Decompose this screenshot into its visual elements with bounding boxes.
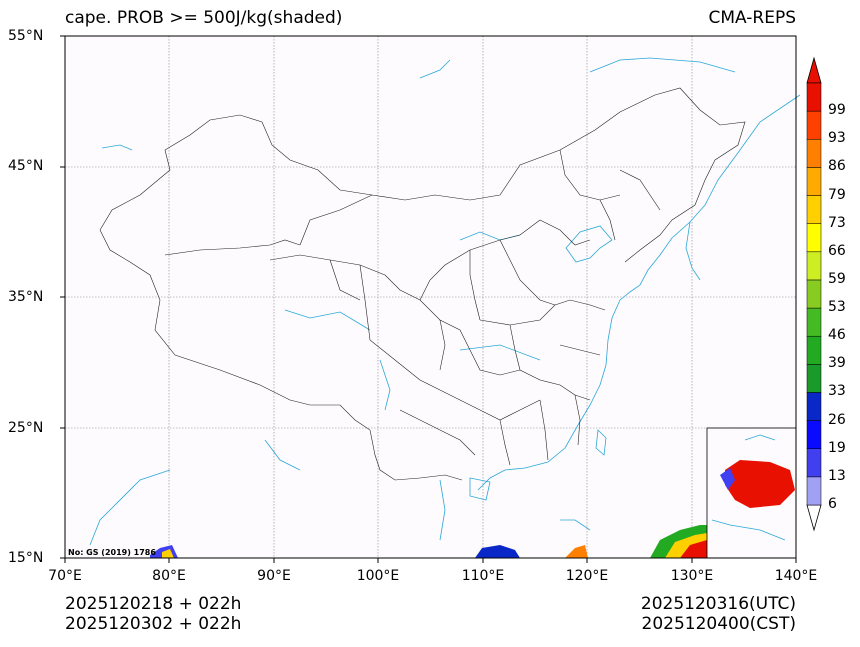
lon-label-130: 130°E <box>670 568 714 584</box>
colorbar-label: 73 <box>828 214 846 231</box>
colorbar-segment <box>806 392 822 421</box>
colorbar-label: 59 <box>828 270 846 287</box>
province-borders <box>99 87 746 481</box>
colorbar <box>806 56 822 532</box>
colorbar-segment <box>806 420 822 449</box>
colorbar-segment <box>806 139 822 168</box>
lat-label-45: 45°N <box>8 158 44 174</box>
colorbar-label: 6 <box>828 496 837 512</box>
lon-label-110: 110°E <box>461 568 505 584</box>
axis-ticks <box>60 35 797 563</box>
graticule <box>65 36 796 558</box>
colorbar-label: 99 <box>828 102 846 119</box>
init-line-cst: 2025120302 + 022h <box>65 614 242 634</box>
colorbar-label: 19 <box>828 439 846 456</box>
lon-label-120: 120°E <box>565 568 609 584</box>
colorbar-label: 93 <box>828 130 846 147</box>
colorbar-segment <box>806 335 822 365</box>
colorbar-top-arrow <box>806 56 822 84</box>
colorbar-label: 86 <box>828 158 846 175</box>
colorbar-segment <box>806 279 822 309</box>
lon-label-80: 80°E <box>152 568 186 584</box>
colorbar-segment <box>806 195 822 224</box>
lon-label-100: 100°E <box>356 568 400 584</box>
colorbar-segment <box>806 476 822 506</box>
lat-label-55: 55°N <box>8 28 44 44</box>
colorbar-label: 39 <box>828 355 846 372</box>
colorbar-segment <box>806 448 822 478</box>
coastlines <box>89 57 801 546</box>
lon-label-90: 90°E <box>257 568 291 584</box>
colorbar-segment <box>806 307 822 337</box>
valid-time-cst: 2025120400(CST) <box>641 614 796 634</box>
colorbar-segment <box>806 167 822 196</box>
model-name: CMA-REPS <box>708 8 796 28</box>
colorbar-label: 46 <box>828 327 846 344</box>
colorbar-segment <box>806 251 822 281</box>
lon-label-70: 70°E <box>48 568 82 584</box>
init-line-utc: 2025120218 + 022h <box>65 594 242 614</box>
colorbar-label: 53 <box>828 299 846 316</box>
colorbar-segment <box>806 364 822 393</box>
inset-map <box>706 427 797 559</box>
colorbar-segment <box>806 110 822 140</box>
probability-shading <box>150 525 707 558</box>
lon-label-140: 140°E <box>774 568 818 584</box>
map-title: cape. PROB >= 500J/kg(shaded) <box>65 8 343 28</box>
init-time-block: 2025120218 + 022h 2025120302 + 022h <box>65 594 241 634</box>
colorbar-segment <box>806 223 822 253</box>
colorbar-segment <box>806 82 822 112</box>
lat-label-25: 25°N <box>8 420 44 436</box>
valid-time-utc: 2025120316(UTC) <box>640 594 796 614</box>
lat-label-15: 15°N <box>8 550 44 566</box>
map-approval-note: No: GS (2019) 1786 <box>68 548 156 557</box>
colorbar-label: 13 <box>828 467 846 484</box>
colorbar-label: 33 <box>828 383 846 400</box>
colorbar-label: 66 <box>828 242 846 259</box>
colorbar-bottom-arrow <box>806 504 822 532</box>
valid-time-block: 2025120316(UTC) 2025120400(CST) <box>641 594 796 634</box>
colorbar-label: 26 <box>828 411 846 428</box>
lat-label-35: 35°N <box>8 289 44 305</box>
colorbar-label: 79 <box>828 186 846 203</box>
